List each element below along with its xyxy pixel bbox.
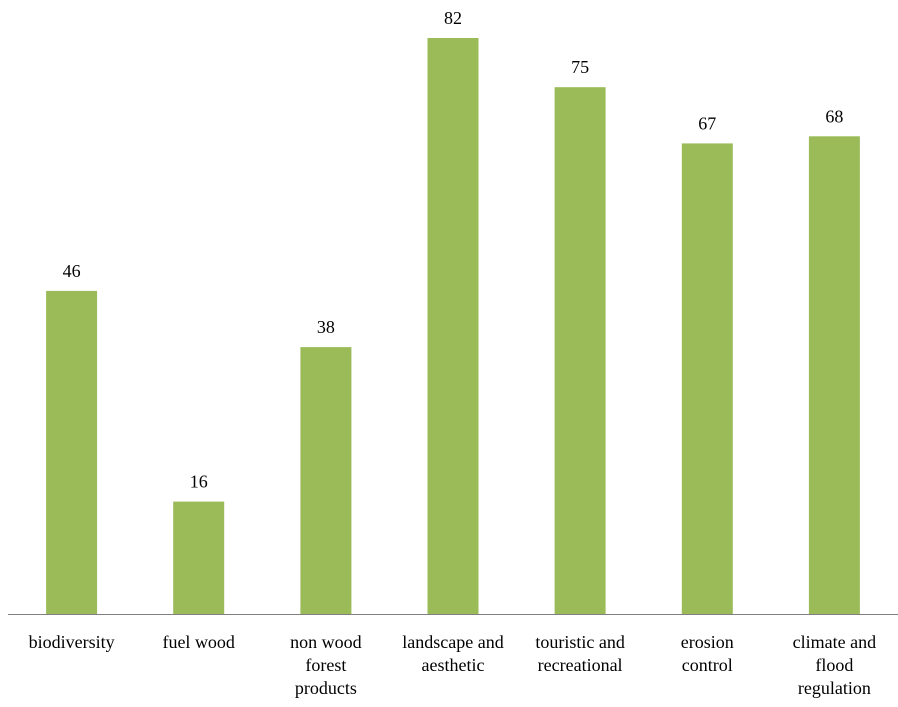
bar-value-label: 38 xyxy=(317,317,335,337)
bar xyxy=(173,501,225,614)
category-label-line: non wood xyxy=(290,632,362,652)
category-label-line: control xyxy=(682,655,733,675)
category-label: erosion control xyxy=(681,632,734,675)
bar xyxy=(681,143,733,614)
bar xyxy=(554,87,606,614)
bar xyxy=(427,38,479,614)
category-label: landscape and aesthetic xyxy=(402,632,503,675)
bar-value-label: 75 xyxy=(571,57,589,77)
category-label-line: biodiversity xyxy=(29,632,115,652)
category-label-line: erosion xyxy=(681,632,734,652)
bar-value-label: 82 xyxy=(444,8,462,28)
bar-value-label: 46 xyxy=(63,261,81,281)
bar xyxy=(46,290,98,614)
category-label: biodiversity xyxy=(29,632,115,652)
category-label: non wood forest products xyxy=(290,632,362,698)
category-label: climate and flood regulation xyxy=(793,632,876,698)
category-label-line: regulation xyxy=(798,678,871,698)
category-label-line: climate and xyxy=(793,632,876,652)
category-label-line: fuel wood xyxy=(162,632,234,652)
category-label-line: flood xyxy=(815,655,853,675)
bar xyxy=(808,136,860,615)
category-label-line: forest xyxy=(305,655,346,675)
category-label-line: landscape and xyxy=(402,632,503,652)
category-label: fuel wood xyxy=(162,632,234,652)
category-label-line: recreational xyxy=(538,655,623,675)
bars-group xyxy=(46,38,860,615)
category-label-line: aesthetic xyxy=(422,655,485,675)
category-label-line: touristic and xyxy=(535,632,624,652)
bar xyxy=(300,347,352,614)
value-labels-group: 46 16 38 82 75 67 68 xyxy=(63,8,844,492)
category-labels-group: biodiversity fuel wood non wood forest produ… xyxy=(29,632,877,698)
bar-value-label: 68 xyxy=(825,106,843,126)
bar-value-label: 16 xyxy=(190,472,208,492)
category-label: touristic and recreational xyxy=(535,632,624,675)
bar-value-label: 67 xyxy=(698,113,716,133)
category-label-line: products xyxy=(295,678,357,698)
